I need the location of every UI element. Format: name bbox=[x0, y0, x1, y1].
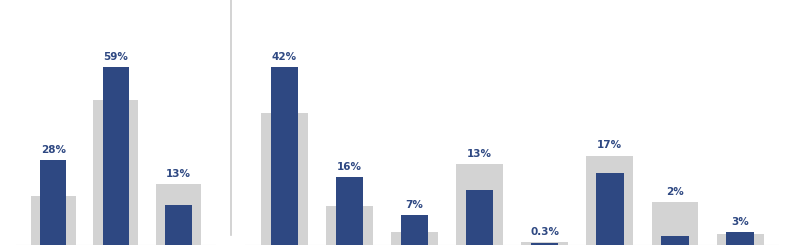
Bar bbox=[661, 236, 689, 245]
Bar bbox=[40, 160, 66, 245]
Bar bbox=[326, 206, 373, 245]
Bar bbox=[717, 234, 763, 245]
Bar bbox=[165, 206, 191, 245]
Text: 0.3%: 0.3% bbox=[530, 227, 560, 237]
Bar bbox=[271, 67, 298, 245]
Bar bbox=[466, 190, 493, 245]
Bar bbox=[401, 215, 428, 245]
Bar bbox=[652, 202, 698, 245]
Bar bbox=[391, 232, 438, 245]
Text: 7%: 7% bbox=[405, 200, 423, 210]
Text: 13%: 13% bbox=[166, 169, 191, 179]
Bar bbox=[726, 232, 754, 245]
Bar bbox=[531, 243, 559, 245]
Bar bbox=[521, 242, 568, 245]
Text: 17%: 17% bbox=[597, 141, 623, 150]
Bar bbox=[597, 173, 623, 245]
Bar bbox=[102, 67, 129, 245]
Text: 3%: 3% bbox=[731, 217, 749, 226]
Bar bbox=[336, 177, 363, 245]
Bar bbox=[456, 164, 503, 245]
Text: 59%: 59% bbox=[103, 52, 128, 62]
Text: 2%: 2% bbox=[666, 187, 684, 197]
Text: 42%: 42% bbox=[272, 52, 297, 62]
Text: 16%: 16% bbox=[337, 162, 362, 172]
Bar bbox=[31, 196, 76, 245]
Text: 28%: 28% bbox=[41, 145, 66, 155]
Text: 13%: 13% bbox=[467, 149, 492, 159]
Bar bbox=[94, 100, 139, 245]
Bar bbox=[156, 184, 201, 245]
Bar bbox=[261, 113, 308, 245]
Bar bbox=[586, 156, 634, 245]
